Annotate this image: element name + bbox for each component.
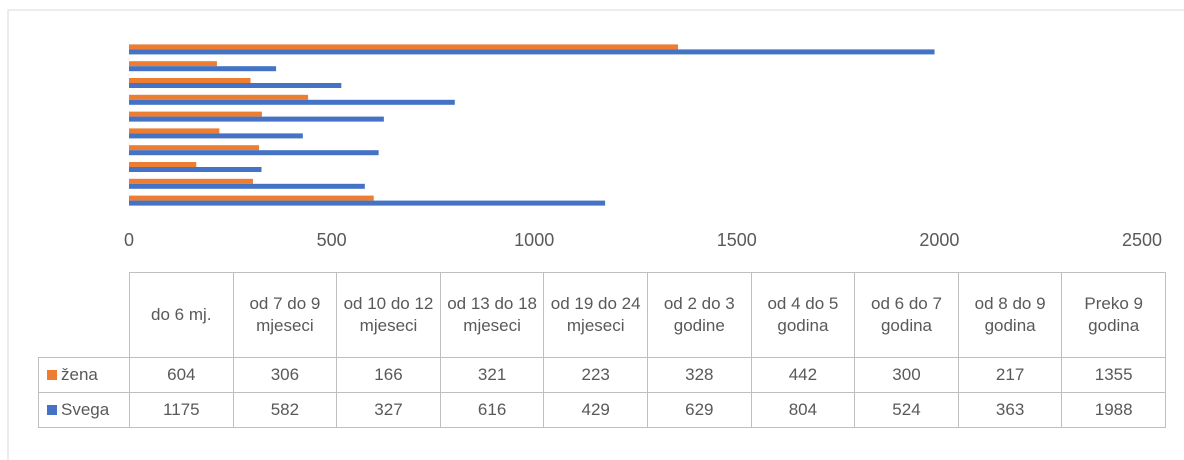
table-value: 442 [750,357,856,393]
bar [129,167,262,172]
bar [129,116,384,122]
table-value: 1175 [129,392,234,428]
bar [129,94,309,100]
table-value: 321 [439,357,545,393]
table-header: do 6 mj. [129,272,234,358]
bar [129,99,455,105]
table-value: 629 [647,392,752,428]
x-tick-label: 1500 [717,230,757,250]
bar [129,183,365,189]
x-tick-label: 2500 [1122,230,1162,250]
table-value: 328 [647,357,752,393]
table-header: od 4 do 5 godina [750,272,856,358]
table-value: 223 [543,357,648,393]
bar [129,111,262,117]
table-header: Preko 9 godina [1061,272,1166,358]
table-header: od 7 do 9 mjeseci [232,272,338,358]
table-value: 166 [336,357,441,393]
bar [129,145,260,151]
table-value: 582 [232,392,338,428]
table-value: 306 [232,357,338,393]
bar [129,200,606,206]
bar [129,66,277,72]
table-value: 804 [750,392,856,428]
table-value: 217 [957,357,1063,393]
x-tick-label: 500 [317,230,347,250]
bar [129,83,342,88]
table-header: od 10 do 12 mjeseci [336,272,441,358]
legend-label: žena [61,365,98,384]
table-value: 300 [854,357,959,393]
bar [129,61,217,67]
table-value: 1355 [1061,357,1166,393]
x-tick-label: 0 [124,230,134,250]
bar [129,162,197,167]
table-value: 429 [543,392,648,428]
bar [129,49,935,55]
bar [129,78,251,83]
chart-border [7,9,1184,460]
bar [129,44,679,50]
table-header: od 13 do 18 mjeseci [439,272,545,358]
bar [129,128,220,134]
table-value: 327 [336,392,441,428]
x-tick-label: 1000 [514,230,554,250]
bar [129,178,253,184]
table-value: 604 [129,357,234,393]
bar [129,195,374,201]
legend-key [47,405,57,415]
bar [129,150,379,156]
table-value: 1988 [1061,392,1166,428]
table-value: 616 [439,392,545,428]
legend-cell: Svega [38,392,130,428]
table-header: od 8 do 9 godina [957,272,1063,358]
bar [129,133,303,139]
x-tick-label: 2000 [919,230,959,250]
table-header: od 19 do 24 mjeseci [543,272,648,358]
table-value: 524 [854,392,959,428]
legend-label: Svega [61,400,110,419]
table-header: od 2 do 3 godine [647,272,752,358]
table-header: od 6 do 7 godina [854,272,959,358]
legend-key [47,370,57,380]
table-value: 363 [957,392,1063,428]
legend-cell: žena [38,357,130,393]
